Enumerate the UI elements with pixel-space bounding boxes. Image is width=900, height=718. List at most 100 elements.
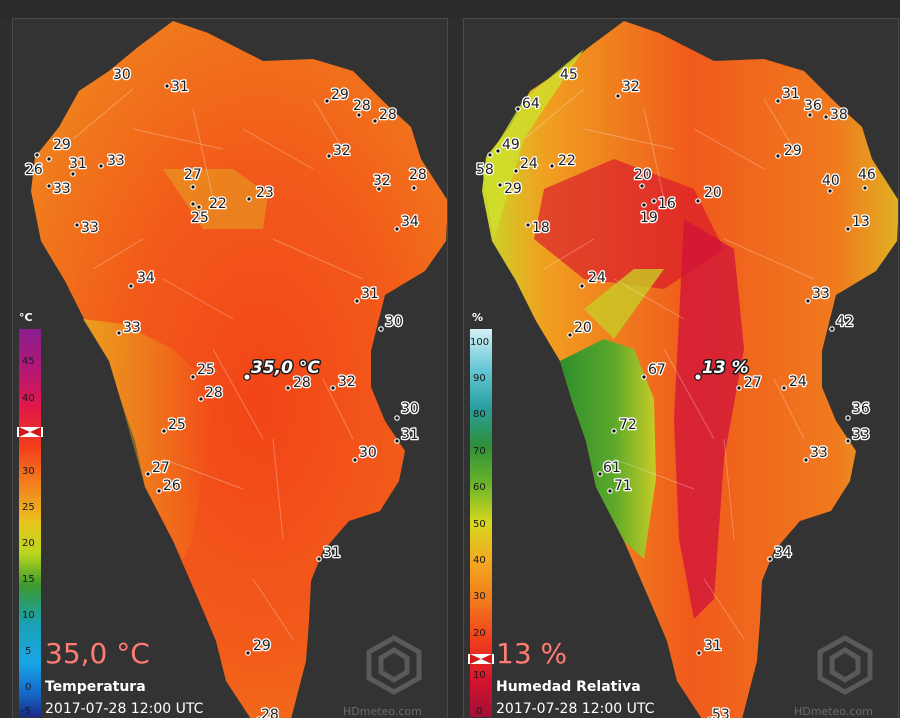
min-station-marker <box>694 373 702 381</box>
legend-unit: % <box>472 311 483 324</box>
station-label: 53 <box>712 707 730 718</box>
station-label: 25 <box>168 417 186 433</box>
station-label: 31 <box>171 79 189 95</box>
legend-color-bar <box>470 329 492 717</box>
station-label: 32 <box>373 173 391 189</box>
watermark-text: HDmeteo.com <box>343 705 422 718</box>
station-label: 22 <box>558 153 576 169</box>
max-station-marker <box>243 373 251 381</box>
headline-value: 13 % <box>496 637 568 670</box>
legend-tick: 15 <box>22 574 35 585</box>
legend-tick: 90 <box>473 373 486 384</box>
island-shape <box>31 21 447 718</box>
station-label: 27 <box>744 375 762 391</box>
station-label: 28 <box>293 375 311 391</box>
station-label: 33 <box>53 181 71 197</box>
headline-value: 35,0 °C <box>45 637 150 670</box>
station-label: 24 <box>789 374 807 390</box>
station-label: 30 <box>385 314 403 330</box>
humidity-map-panel: 45 32 64 31 36 38 49 58 24 22 20 29 29 1… <box>463 18 899 718</box>
hdmeteo-logo-icon <box>366 635 422 695</box>
humidity-map[interactable]: 45 32 64 31 36 38 49 58 24 22 20 29 29 1… <box>464 19 899 718</box>
station-label: 33 <box>852 427 870 443</box>
station-label: 18 <box>532 220 550 236</box>
legend-tick: 80 <box>473 409 486 420</box>
station-label: 72 <box>619 417 637 433</box>
station-label: 24 <box>588 270 606 286</box>
legend-tick: 40 <box>473 555 486 566</box>
station-label: 28 <box>261 707 279 718</box>
station-label: 33 <box>810 445 828 461</box>
max-station-label: 35,0 °C <box>251 358 320 378</box>
temperature-map[interactable]: 30 31 29 28 28 29 26 31 33 33 32 27 23 2… <box>13 19 448 718</box>
legend-tick: 0 <box>476 706 482 717</box>
station-label: 31 <box>704 638 722 654</box>
station-label: 13 <box>852 214 870 230</box>
legend-tick: 20 <box>22 538 35 549</box>
station-label: 71 <box>614 478 632 494</box>
station-label: 29 <box>53 137 71 153</box>
legend-tick: 30 <box>22 466 35 477</box>
variable-name: Humedad Relativa <box>496 679 641 695</box>
station-label: 64 <box>522 96 540 112</box>
station-label: 25 <box>197 362 215 378</box>
station-label: 46 <box>858 167 876 183</box>
station-label: 32 <box>338 374 356 390</box>
timestamp: 2017-07-28 12:00 UTC <box>45 701 204 717</box>
station-label: 31 <box>401 427 419 443</box>
station-label: 31 <box>323 545 341 561</box>
station-label: 31 <box>69 156 87 172</box>
legend-tick: 20 <box>473 628 486 639</box>
legend-tick: 100 <box>470 337 489 348</box>
legend-tick: 50 <box>473 519 486 530</box>
station-label: 29 <box>504 181 522 197</box>
station-label: 29 <box>253 638 271 654</box>
legend-tick: 25 <box>22 502 35 513</box>
legend-marker <box>468 654 494 664</box>
watermark-text: HDmeteo.com <box>794 705 873 718</box>
station-label: 28 <box>353 98 371 114</box>
station-label: 36 <box>852 401 870 417</box>
station-points: 45 32 64 31 36 38 49 58 24 22 20 29 29 1… <box>475 66 877 718</box>
station-label: 23 <box>256 185 274 201</box>
station-label: 45 <box>560 67 578 83</box>
temperature-map-panel: 30 31 29 28 28 29 26 31 33 33 32 27 23 2… <box>12 18 448 718</box>
legend-tick: 45 <box>22 356 35 367</box>
station-label: 33 <box>812 286 830 302</box>
station-label: 32 <box>622 79 640 95</box>
station-label: 26 <box>163 478 181 494</box>
station-label: 19 <box>640 210 658 226</box>
station-label: 33 <box>107 153 125 169</box>
station-label: 31 <box>361 286 379 302</box>
station-label: 31 <box>782 86 800 102</box>
legend-tick: 10 <box>473 670 486 681</box>
station-label: 29 <box>331 87 349 103</box>
station-label: 34 <box>401 214 419 230</box>
humidity-legend: % 100 90 80 70 60 50 40 30 20 10 0 <box>466 309 496 718</box>
station-label: 61 <box>603 460 621 476</box>
station-label: 20 <box>634 167 652 183</box>
station-label: 28 <box>409 167 427 183</box>
station-label: 25 <box>191 210 209 226</box>
station-label: 22 <box>209 196 227 212</box>
station-label: 16 <box>658 196 676 212</box>
station-label: 33 <box>123 320 141 336</box>
station-label: 67 <box>648 362 666 378</box>
legend-tick: 10 <box>22 610 35 621</box>
legend-tick: 60 <box>473 482 486 493</box>
hdmeteo-logo-icon <box>817 635 873 695</box>
station-label: 42 <box>836 314 854 330</box>
station-label: 34 <box>137 270 155 286</box>
legend-color-bar <box>19 329 41 717</box>
station-label: 29 <box>784 143 802 159</box>
station-label: 20 <box>704 185 722 201</box>
station-label: 26 <box>25 162 43 178</box>
legend-tick: 40 <box>22 393 35 404</box>
station-label: 40 <box>822 173 840 189</box>
station-label: 32 <box>333 143 351 159</box>
legend-marker <box>17 427 43 437</box>
timestamp: 2017-07-28 12:00 UTC <box>496 701 655 717</box>
station-label: 27 <box>184 167 202 183</box>
station-label: 49 <box>502 137 520 153</box>
legend-tick: 5 <box>25 646 31 657</box>
